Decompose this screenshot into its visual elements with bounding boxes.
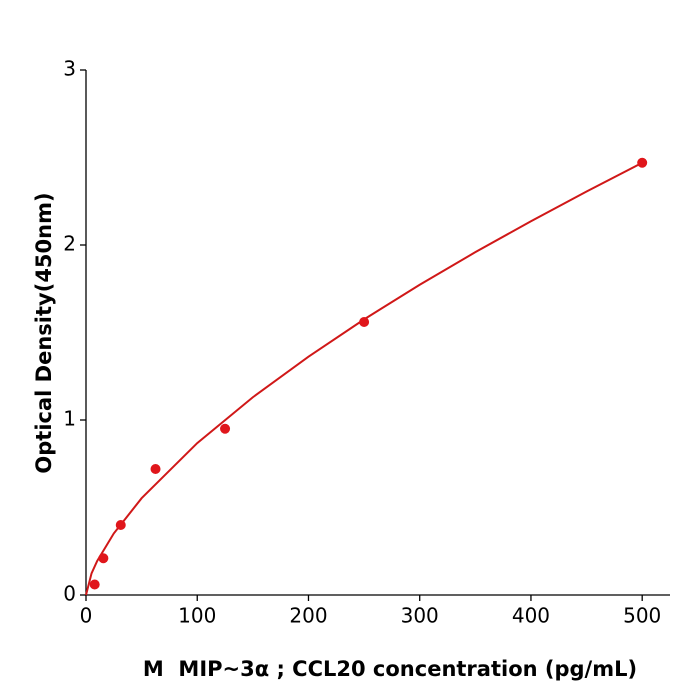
x-axis-label: M MIP~3α ; CCL20 concentration (pg/mL) xyxy=(143,657,637,681)
x-tick-label: 500 xyxy=(623,604,661,628)
y-tick-label: 1 xyxy=(63,407,76,431)
data-point xyxy=(637,157,648,168)
data-point xyxy=(359,317,370,327)
x-tick-label: 100 xyxy=(178,604,216,628)
data-point xyxy=(98,553,109,564)
y-tick-label: 0 xyxy=(63,582,76,606)
y-axis-label: Optical Density(450nm) xyxy=(32,192,56,473)
x-tick-label: 200 xyxy=(289,604,327,628)
x-tick-label: 0 xyxy=(80,604,93,628)
data-point xyxy=(115,520,126,530)
y-tick-label: 2 xyxy=(63,232,76,256)
fit-curve xyxy=(85,161,643,596)
data-point xyxy=(89,579,100,590)
y-tick-label: 3 xyxy=(63,57,76,81)
x-tick-label: 300 xyxy=(401,604,439,628)
data-point xyxy=(220,423,231,434)
x-tick-label: 400 xyxy=(512,604,550,628)
data-point xyxy=(150,464,161,474)
